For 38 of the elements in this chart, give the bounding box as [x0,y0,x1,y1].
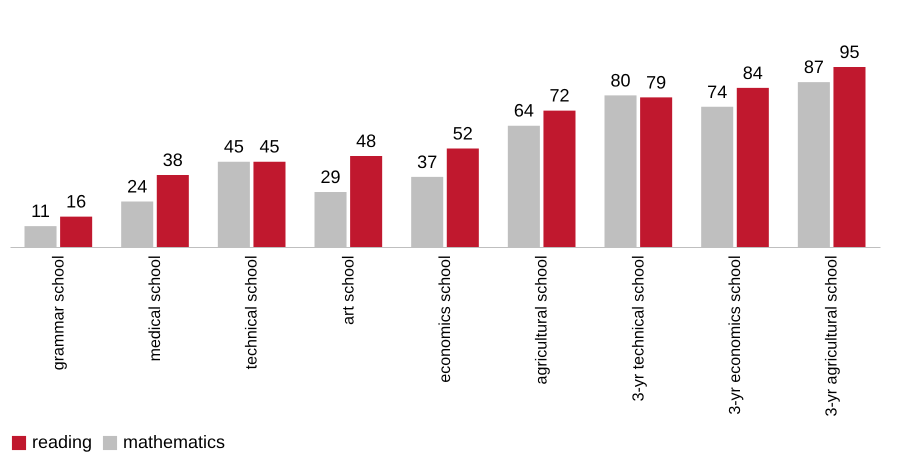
x-tick-label: grammar school [50,256,68,370]
data-label: 95 [839,42,860,62]
x-tick-label: 3-yr agricultural school [824,256,841,416]
data-label: 79 [646,72,666,92]
data-label: 48 [356,131,376,152]
data-label: 11 [31,201,50,222]
x-tick-label: economics school [437,256,454,383]
legend-label: mathematics [123,432,226,452]
x-tick-label: technical school [244,256,261,370]
data-label: 74 [707,82,728,102]
data-label: 64 [514,100,534,121]
bar [543,110,576,247]
data-label: 37 [417,152,438,172]
bar [60,216,92,247]
bar [833,67,866,247]
bar [640,97,672,247]
legend-label: reading [32,432,92,452]
x-tick-label: agricultural school [534,256,551,384]
bar [736,88,769,247]
data-label: 80 [610,70,631,90]
data-label: 24 [127,176,148,197]
bar [446,148,479,247]
x-tick-label: medical school [147,256,164,362]
data-label: 45 [259,136,280,157]
bar [350,156,382,247]
data-label: 38 [162,150,183,170]
data-label: 72 [549,86,570,106]
data-label: 29 [320,167,341,188]
data-label: 52 [452,123,473,144]
data-label: 45 [224,136,244,157]
bar [253,162,286,247]
data-label: 84 [742,62,763,83]
data-label: 87 [804,57,824,78]
x-tick-label: art school [340,256,358,325]
bar [156,175,189,247]
x-tick-label: 3-yr economics school [727,256,744,415]
x-tick-label: 3-yr technical school [630,256,648,402]
data-label: 16 [66,192,86,212]
